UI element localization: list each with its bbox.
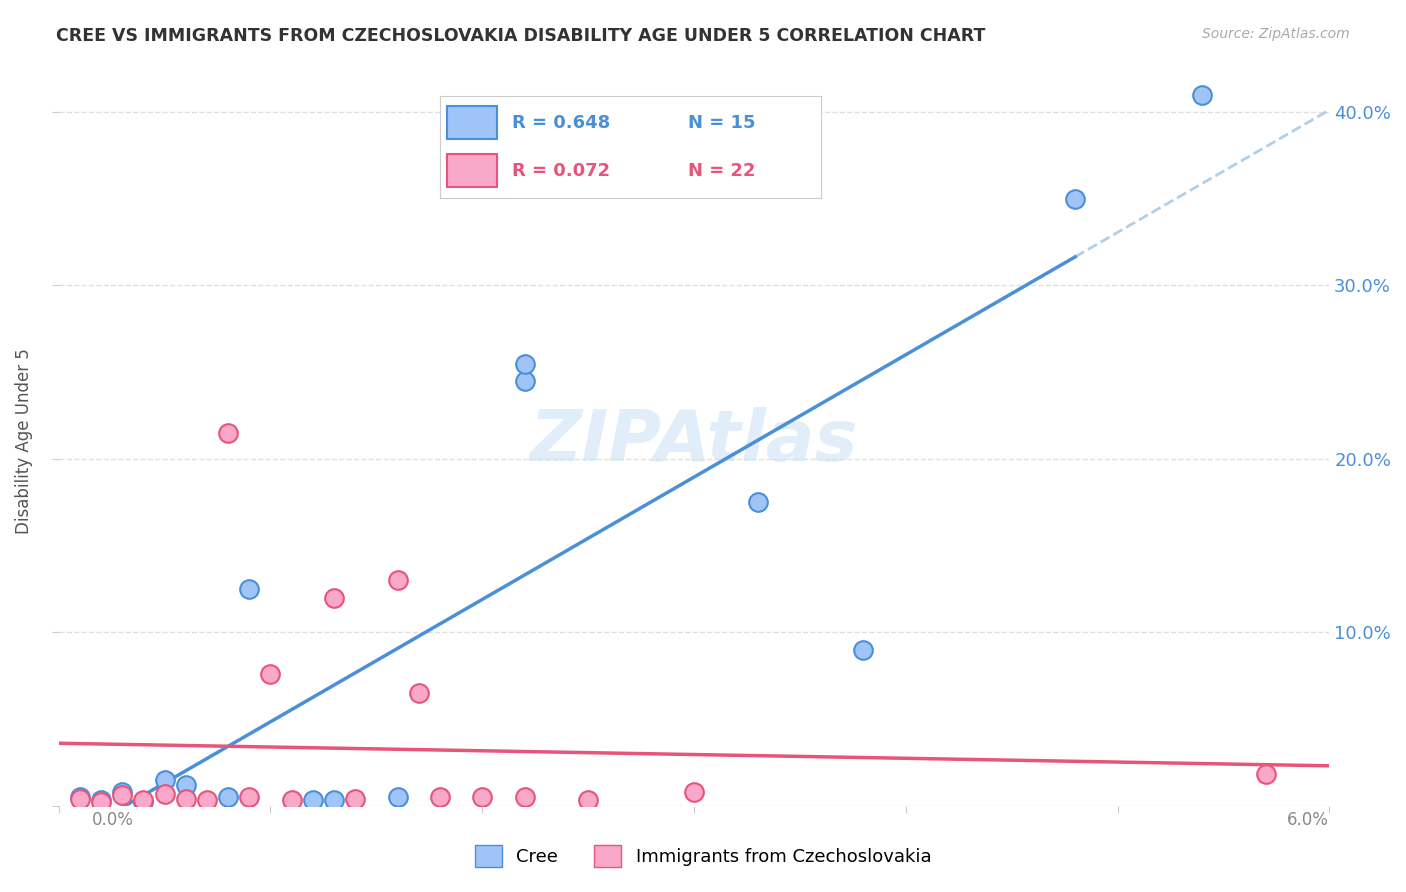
Y-axis label: Disability Age Under 5: Disability Age Under 5 (15, 349, 32, 534)
Text: CREE VS IMMIGRANTS FROM CZECHOSLOVAKIA DISABILITY AGE UNDER 5 CORRELATION CHART: CREE VS IMMIGRANTS FROM CZECHOSLOVAKIA D… (56, 27, 986, 45)
Point (344, 791, 367, 805)
Text: 0.0%: 0.0% (91, 811, 134, 829)
Point (90, 795, 112, 809)
Point (471, 789, 494, 804)
Point (174, 778, 197, 792)
Point (111, 785, 134, 799)
Point (513, 374, 536, 388)
Point (683, 785, 706, 799)
Point (747, 495, 769, 509)
Point (195, 793, 218, 807)
Point (132, 795, 155, 809)
Point (387, 789, 409, 804)
Point (408, 686, 430, 700)
Point (323, 591, 346, 605)
Point (174, 791, 197, 805)
Point (280, 793, 302, 807)
Point (1254, 767, 1277, 781)
Point (132, 793, 155, 807)
Point (387, 573, 409, 587)
Point (852, 642, 875, 657)
Point (217, 789, 239, 804)
Legend: Cree, Immigrants from Czechoslovakia: Cree, Immigrants from Czechoslovakia (467, 838, 939, 874)
Point (1064, 192, 1087, 206)
Point (153, 787, 176, 801)
Point (429, 789, 451, 804)
Point (1191, 87, 1213, 102)
Point (90, 793, 112, 807)
Point (238, 789, 260, 804)
Point (217, 425, 239, 440)
Point (111, 789, 134, 803)
Point (513, 357, 536, 371)
Point (323, 793, 346, 807)
Point (576, 793, 599, 807)
Point (69, 789, 91, 804)
Point (259, 666, 281, 681)
Text: Source: ZipAtlas.com: Source: ZipAtlas.com (1202, 27, 1350, 41)
Point (238, 582, 260, 596)
Point (153, 772, 176, 787)
Text: ZIPAtlas: ZIPAtlas (530, 407, 858, 476)
Point (513, 789, 536, 804)
Text: 6.0%: 6.0% (1286, 811, 1329, 829)
Point (69, 791, 91, 805)
Point (301, 793, 323, 807)
